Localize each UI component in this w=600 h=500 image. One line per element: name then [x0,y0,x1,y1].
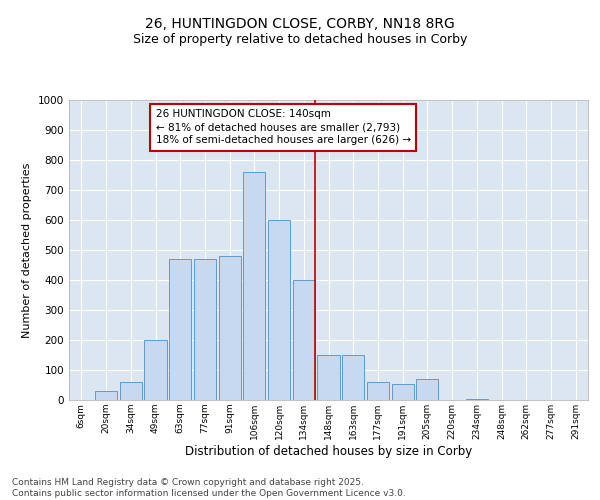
Text: 26, HUNTINGDON CLOSE, CORBY, NN18 8RG: 26, HUNTINGDON CLOSE, CORBY, NN18 8RG [145,18,455,32]
Bar [367,382,389,400]
Bar [119,382,142,400]
Bar [145,340,167,400]
Bar [466,398,488,400]
Bar [342,355,364,400]
Bar [392,384,414,400]
Text: 26 HUNTINGDON CLOSE: 140sqm
← 81% of detached houses are smaller (2,793)
18% of : 26 HUNTINGDON CLOSE: 140sqm ← 81% of det… [155,109,410,146]
Bar [95,391,117,400]
X-axis label: Distribution of detached houses by size in Corby: Distribution of detached houses by size … [185,444,472,458]
Y-axis label: Number of detached properties: Number of detached properties [22,162,32,338]
Bar [243,172,265,400]
Bar [194,259,216,400]
Bar [293,280,315,400]
Text: Size of property relative to detached houses in Corby: Size of property relative to detached ho… [133,32,467,46]
Bar [169,259,191,400]
Bar [416,379,439,400]
Bar [317,355,340,400]
Bar [268,220,290,400]
Bar [218,256,241,400]
Text: Contains HM Land Registry data © Crown copyright and database right 2025.
Contai: Contains HM Land Registry data © Crown c… [12,478,406,498]
